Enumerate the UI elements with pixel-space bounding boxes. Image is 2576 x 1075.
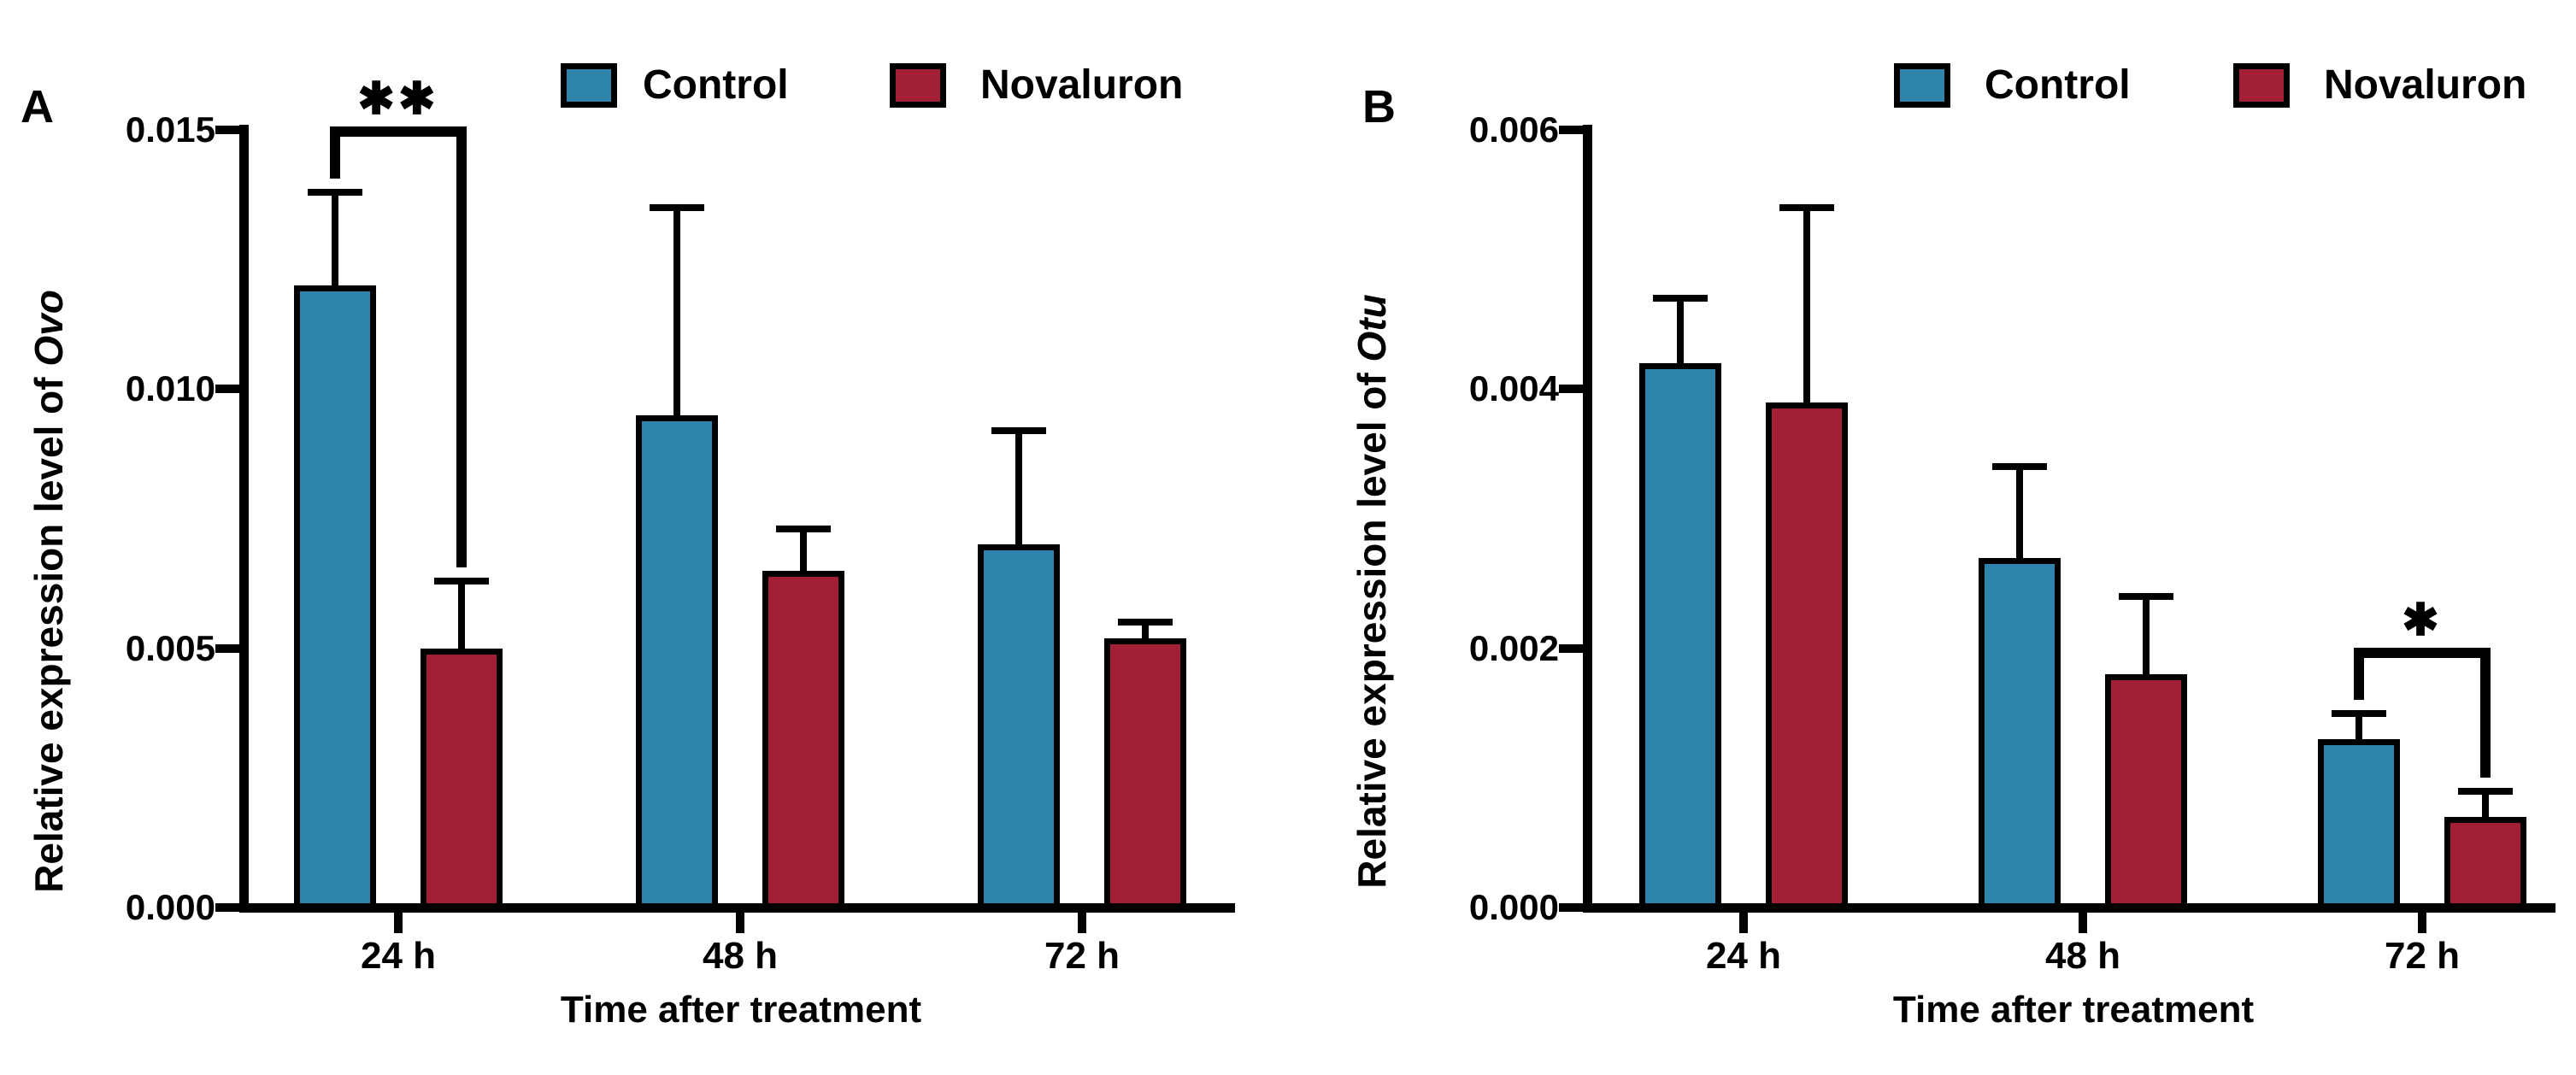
y-axis-line	[239, 125, 249, 913]
x-tick-label: 24 h	[1705, 935, 1782, 977]
x-axis-line	[239, 903, 1235, 913]
panel-b-legend-novaluron-swatch	[2233, 63, 2290, 108]
error-bar-cap	[308, 189, 362, 196]
error-bar-line	[1803, 208, 1810, 402]
bar-novaluron	[421, 649, 503, 912]
panel-b-letter: B	[1362, 81, 1396, 132]
x-tick-label: 48 h	[2044, 935, 2121, 977]
significance-bracket-right-arm	[2480, 648, 2491, 778]
x-tick	[2079, 913, 2087, 933]
bar-control	[636, 415, 718, 912]
x-tick-label: 72 h	[2384, 935, 2461, 977]
significance-bracket-bar	[2354, 648, 2491, 658]
y-tick	[215, 385, 239, 393]
y-tick-label: 0.004	[1468, 368, 1559, 408]
error-bar-cap	[2458, 788, 2513, 795]
panel-a-x-axis-title: Time after treatment	[560, 989, 922, 1031]
bar-control	[294, 285, 376, 912]
significance-label: ✱✱	[357, 74, 439, 124]
y-tick	[215, 126, 239, 134]
error-bar-line	[800, 529, 807, 571]
panel-a-y-axis-title: Relative expression level of Ovo	[23, 198, 74, 984]
error-bar-line	[2143, 596, 2150, 674]
y-tick	[1559, 903, 1583, 912]
y-tick	[215, 644, 239, 653]
panel-b-legend-novaluron-label: Novaluron	[2324, 62, 2527, 108]
error-bar-cap	[776, 526, 831, 532]
panel-b-y-axis-title: Relative expression level of Otu	[1346, 198, 1397, 984]
bar-novaluron	[1104, 638, 1186, 912]
error-bar-cap	[1653, 295, 1708, 302]
x-tick	[2418, 913, 2426, 933]
y-tick-label: 0.006	[1468, 109, 1559, 150]
error-bar-cap	[1118, 619, 1173, 626]
error-bar-line	[458, 581, 465, 649]
bar-novaluron	[2105, 674, 2187, 912]
x-tick-label: 72 h	[1044, 935, 1120, 977]
y-tick	[1559, 385, 1583, 393]
x-tick-label: 24 h	[360, 935, 437, 977]
bar-control	[978, 544, 1060, 912]
y-axis-line	[1583, 125, 1592, 913]
error-bar-line	[2016, 467, 2023, 558]
panel-a-legend-novaluron-label: Novaluron	[980, 62, 1184, 108]
error-bar-cap	[991, 427, 1046, 434]
panel-b-x-axis-title: Time after treatment	[1892, 989, 2255, 1031]
error-bar-line	[1015, 431, 1022, 544]
panel-a-letter: A	[21, 81, 54, 132]
panel-b-gene-name: Otu	[1350, 294, 1394, 362]
bar-novaluron	[1766, 402, 1848, 912]
bar-control	[2318, 739, 2400, 912]
error-bar-cap	[2332, 710, 2386, 717]
error-bar-cap	[1779, 204, 1834, 211]
y-tick	[215, 903, 239, 912]
y-tick	[1559, 126, 1583, 134]
significance-bracket-left-arm	[2354, 648, 2364, 700]
panel-b-legend-control-label: Control	[1985, 62, 2131, 108]
panel-a-y-axis-title-text: Relative expression level of	[26, 366, 71, 893]
error-bar-cap	[2119, 593, 2173, 600]
significance-bracket-left-arm	[330, 126, 340, 179]
error-bar-line	[1677, 298, 1684, 363]
error-bar-cap	[434, 578, 489, 584]
y-tick-label: 0.015	[125, 109, 215, 150]
x-tick	[736, 913, 744, 933]
error-bar-line	[2482, 791, 2489, 817]
error-bar-line	[332, 192, 338, 285]
y-tick-label: 0.000	[1468, 887, 1559, 927]
y-tick	[1559, 644, 1583, 653]
bar-novaluron	[2444, 817, 2526, 912]
y-tick-label: 0.000	[125, 887, 215, 927]
significance-bracket-right-arm	[456, 126, 467, 567]
x-tick	[394, 913, 403, 933]
bar-control	[1639, 363, 1721, 912]
panel-a-legend-control-label: Control	[643, 62, 789, 108]
panel-b-y-axis-title-text: Relative expression level of	[1350, 361, 1394, 889]
bar-novaluron	[762, 571, 844, 912]
error-bar-line	[1142, 622, 1149, 638]
error-bar-cap	[1992, 463, 2047, 470]
x-tick	[1739, 913, 1748, 933]
y-tick-label: 0.010	[125, 368, 215, 408]
bar-control	[1979, 558, 2061, 912]
significance-bracket-bar	[330, 126, 467, 137]
y-tick-label: 0.005	[125, 628, 215, 668]
error-bar-cap	[650, 204, 704, 211]
panel-a-legend-control-swatch	[561, 63, 617, 108]
significance-label: ✱	[2402, 596, 2443, 645]
panel-b-legend-control-swatch	[1894, 63, 1950, 108]
x-axis-line	[1583, 903, 2555, 913]
x-tick-label: 48 h	[702, 935, 779, 977]
x-tick	[1078, 913, 1086, 933]
panel-a-gene-name: Ovo	[26, 290, 71, 367]
panel-a-legend-novaluron-swatch	[890, 63, 946, 108]
error-bar-line	[673, 208, 680, 415]
error-bar-line	[2355, 714, 2362, 739]
y-tick-label: 0.002	[1468, 628, 1559, 668]
